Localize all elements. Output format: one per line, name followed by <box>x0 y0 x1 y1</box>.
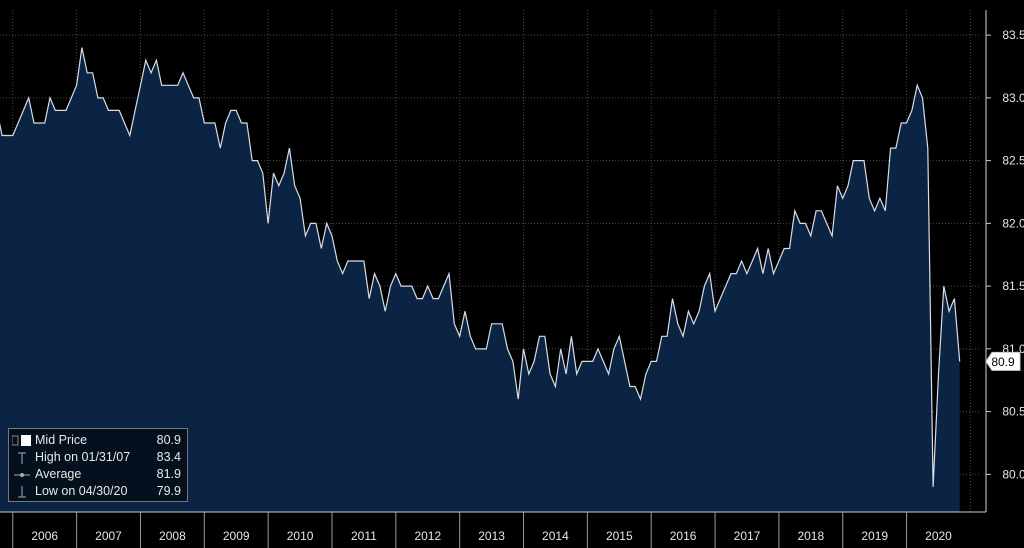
y-tick-label: 82.5 <box>1002 154 1024 168</box>
legend-low: Low on 04/30/20 79.9 <box>9 484 187 500</box>
legend-label: Mid Price <box>35 433 88 447</box>
x-tick-label: 2013 <box>478 529 505 543</box>
legend-label: Average <box>35 467 82 481</box>
x-axis: 2006 2007 2008 2009 2010 2011 2012 2013 2014 2015… <box>0 511 986 548</box>
x-tick-label: 2014 <box>542 529 569 543</box>
high-marker-icon <box>18 452 26 464</box>
legend-value: 80.9 <box>156 433 181 447</box>
y-axis: 80.080.581.081.582.082.583.083.5 <box>985 10 1024 512</box>
x-tick-label: 2015 <box>606 529 633 543</box>
y-tick-label: 80.0 <box>1002 467 1024 481</box>
legend-average: Average 81.9 <box>9 467 187 483</box>
legend-high: High on 01/31/07 83.4 <box>9 450 187 466</box>
last-value-label: 80.9 <box>991 355 1015 369</box>
x-tick-label: 2009 <box>223 529 250 543</box>
x-tick-label: 2019 <box>861 529 888 543</box>
y-tick-label: 81.5 <box>1002 279 1024 293</box>
mid-price-swatch-icon <box>12 435 31 446</box>
x-tick-label: 2008 <box>159 529 186 543</box>
mid-price-line <box>0 47 961 487</box>
y-tick-label: 83.0 <box>1002 91 1024 105</box>
x-tick-label: 2006 <box>31 529 58 543</box>
y-tick-label: 82.0 <box>1002 216 1024 230</box>
price-area-fill <box>0 47 960 512</box>
last-value-box <box>985 351 1021 371</box>
legend-value: 83.4 <box>156 450 181 464</box>
x-tick-label: 2011 <box>351 529 377 543</box>
legend-value: 81.9 <box>156 467 181 481</box>
legend-mid-price: Mid Price 80.9 <box>9 433 187 449</box>
x-tick-label: 2016 <box>670 529 697 543</box>
legend-value: 79.9 <box>156 484 181 498</box>
legend-label: High on 01/31/07 <box>35 450 131 464</box>
series-area <box>0 47 961 512</box>
y-tick-label: 80.5 <box>1002 405 1024 419</box>
legend-label: Low on 04/30/20 <box>35 484 128 498</box>
x-tick-label: 2010 <box>287 529 314 543</box>
x-tick-label: 2020 <box>925 529 952 543</box>
x-tick-label: 2012 <box>414 529 441 543</box>
x-tick-label: 2018 <box>797 529 824 543</box>
x-tick-label: 2017 <box>734 529 761 543</box>
y-tick-label: 83.5 <box>1002 28 1024 42</box>
low-marker-icon <box>18 486 26 498</box>
x-tick-label: 2007 <box>95 529 122 543</box>
average-marker-icon <box>14 473 30 477</box>
last-value-marker: 80.9 <box>985 351 1021 371</box>
legend: Mid Price 80.9 High on 01/31/07 83.4 Ave… <box>8 428 188 502</box>
